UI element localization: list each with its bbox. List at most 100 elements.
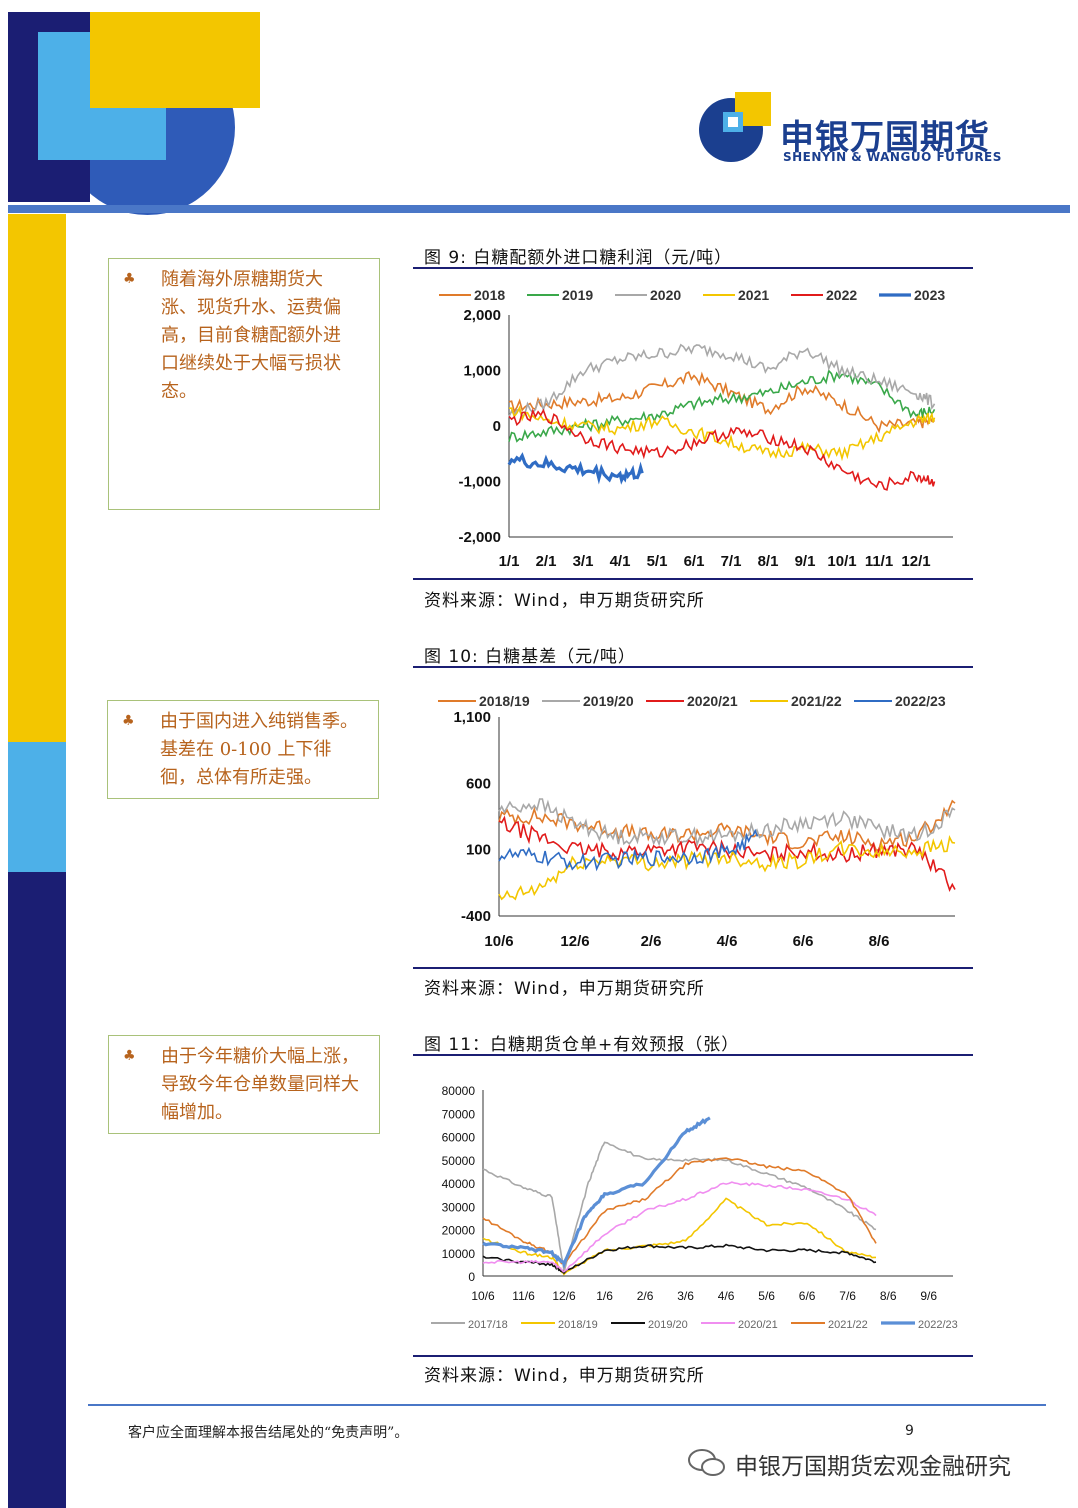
figure-11-source: 资料来源：Wind，申万期货研究所 [424, 1366, 705, 1386]
x-tick-label: 12/1 [901, 553, 930, 570]
note-text: 随着海外原糖期货大涨、现货升水、运费偏高，目前食糖配额外进口继续处于大幅亏损状态… [161, 269, 341, 402]
x-tick-label: 8/6 [880, 1289, 897, 1303]
legend-label: 2022/23 [895, 693, 946, 709]
y-tick-label: -400 [461, 908, 491, 925]
figure-10-title: 图 10: 白糖基差（元/吨） [424, 647, 636, 667]
series-line-2020-21 [498, 815, 956, 892]
x-tick-label: 2/6 [637, 1289, 654, 1303]
series-line-2022-23 [498, 828, 759, 872]
legend-label: 2022 [826, 287, 857, 303]
y-tick-label: -1,000 [458, 474, 501, 491]
series-line-2017-18 [482, 1141, 877, 1273]
legend-label: 2022/23 [918, 1319, 958, 1331]
series-line-2020-21 [482, 1181, 877, 1273]
x-tick-label: 12/6 [560, 933, 589, 950]
x-tick-label: 1/1 [499, 553, 520, 570]
x-tick-label: 11/1 [865, 553, 893, 570]
figure-9-top-rule [413, 267, 973, 269]
series-line-2019-20 [482, 1243, 877, 1275]
left-bar-yellow [8, 214, 66, 742]
note-box-profit: ♣ 随着海外原糖期货大涨、现货升水、运费偏高，目前食糖配额外进口继续处于大幅亏损… [108, 258, 380, 510]
x-tick-label: 7/1 [721, 553, 742, 570]
x-tick-label: 7/6 [839, 1289, 856, 1303]
y-tick-label: 0 [468, 1270, 475, 1284]
legend-label: 2020/21 [687, 693, 738, 709]
x-tick-label: 2/6 [641, 933, 662, 950]
legend-label: 2019 [562, 287, 593, 303]
figure-10-bottom-rule [413, 967, 973, 969]
x-tick-label: 10/6 [471, 1289, 495, 1303]
legend-label: 2018/19 [479, 693, 530, 709]
legend-label: 2021 [738, 287, 769, 303]
series-line-2021-22 [498, 834, 956, 901]
company-name-cn: 申银万国期货 [780, 118, 990, 158]
figure-9-source: 资料来源：Wind，申万期货研究所 [424, 591, 705, 611]
legend-label: 2023 [914, 287, 945, 303]
series-line-2020 [508, 343, 936, 418]
left-bar-lightblue [8, 742, 66, 872]
series-line-2019 [508, 369, 936, 443]
y-tick-label: 1,000 [463, 363, 501, 380]
header-decoration-yellow [90, 12, 260, 108]
y-tick-label: 20000 [442, 1224, 476, 1238]
x-tick-label: 10/6 [484, 933, 513, 950]
y-tick-label: 80000 [442, 1084, 476, 1098]
x-tick-label: 5/6 [758, 1289, 775, 1303]
page-number: 9 [905, 1423, 914, 1439]
disclaimer-note: 客户应全面理解本报告结尾处的“免责声明”。 [128, 1425, 409, 1441]
bullet-icon: ♣ [122, 713, 135, 729]
legend-label: 2021/22 [791, 693, 842, 709]
legend-label: 2020 [650, 287, 681, 303]
figure-11-top-rule [413, 1054, 973, 1056]
figure-9-bottom-rule [413, 578, 973, 580]
y-tick-label: 0 [493, 418, 501, 435]
wechat-icon [688, 1449, 725, 1476]
note-text: 由于国内进入纯销售季。基差在 0-100 上下徘徊，总体有所走强。 [160, 711, 358, 788]
y-tick-label: 30000 [442, 1200, 476, 1214]
note-box-basis: ♣ 由于国内进入纯销售季。基差在 0-100 上下徘徊，总体有所走强。 [107, 700, 379, 799]
series-line-2018-19 [482, 1197, 876, 1276]
legend-label: 2019/20 [583, 693, 634, 709]
y-tick-label: 2,000 [463, 307, 501, 324]
note-box-warrants: ♣ 由于今年糖价大幅上涨，导致今年仓单数量同样大幅增加。 [108, 1035, 380, 1134]
x-tick-label: 6/1 [684, 553, 705, 570]
note-text: 由于今年糖价大幅上涨，导致今年仓单数量同样大幅增加。 [161, 1046, 359, 1123]
x-tick-label: 11/6 [512, 1289, 535, 1303]
figure-9-title: 图 9: 白糖配额外进口糖利润（元/吨） [424, 248, 733, 268]
legend-label: 2019/20 [648, 1319, 688, 1331]
x-tick-label: 1/6 [596, 1289, 613, 1303]
x-tick-label: 2/1 [536, 553, 557, 570]
y-tick-label: 600 [466, 775, 491, 792]
x-tick-label: 4/6 [718, 1289, 735, 1303]
x-tick-label: 8/6 [869, 933, 890, 950]
x-tick-label: 4/6 [717, 933, 738, 950]
bullet-icon: ♣ [123, 1048, 136, 1064]
x-tick-label: 9/1 [795, 553, 816, 570]
x-tick-label: 9/6 [920, 1289, 937, 1303]
legend-label: 2020/21 [738, 1319, 778, 1331]
figure-10-top-rule [413, 666, 973, 668]
y-tick-label: -2,000 [458, 529, 501, 546]
y-tick-label: 100 [466, 842, 491, 859]
series-line-2018 [508, 370, 936, 434]
y-tick-label: 1,100 [453, 709, 491, 726]
series-line-2021 [509, 405, 936, 462]
series-line-2019-20 [498, 798, 956, 848]
legend-label: 2018/19 [558, 1319, 598, 1331]
legend-label: 2021/22 [828, 1319, 868, 1331]
y-tick-label: 70000 [442, 1107, 476, 1121]
series-line-2018-19 [498, 799, 956, 852]
x-tick-label: 5/1 [647, 553, 668, 570]
left-bar-navy [8, 872, 66, 1508]
legend-label: 2017/18 [468, 1319, 508, 1331]
figure-11-title: 图 11：白糖期货仓单+有效预报（张） [424, 1035, 740, 1055]
wechat-account-name: 申银万国期货宏观金融研究 [735, 1454, 1011, 1480]
x-tick-label: 4/1 [610, 553, 631, 570]
chart-warrants: 80000 70000 60000 50000 40000 30000 20000 10000… [431, 1084, 958, 1331]
company-name-en: SHENYIN & WANGUO FUTURES [783, 150, 1002, 164]
x-tick-label: 3/1 [573, 553, 594, 570]
chart-basis: 1,100 600 100 -400 10/6 12/6 2/6 4/6 6/6 8/6 2018/… [438, 693, 956, 950]
x-tick-label: 6/6 [799, 1289, 816, 1303]
bullet-icon: ♣ [123, 271, 136, 287]
company-logo-icon [699, 92, 771, 162]
